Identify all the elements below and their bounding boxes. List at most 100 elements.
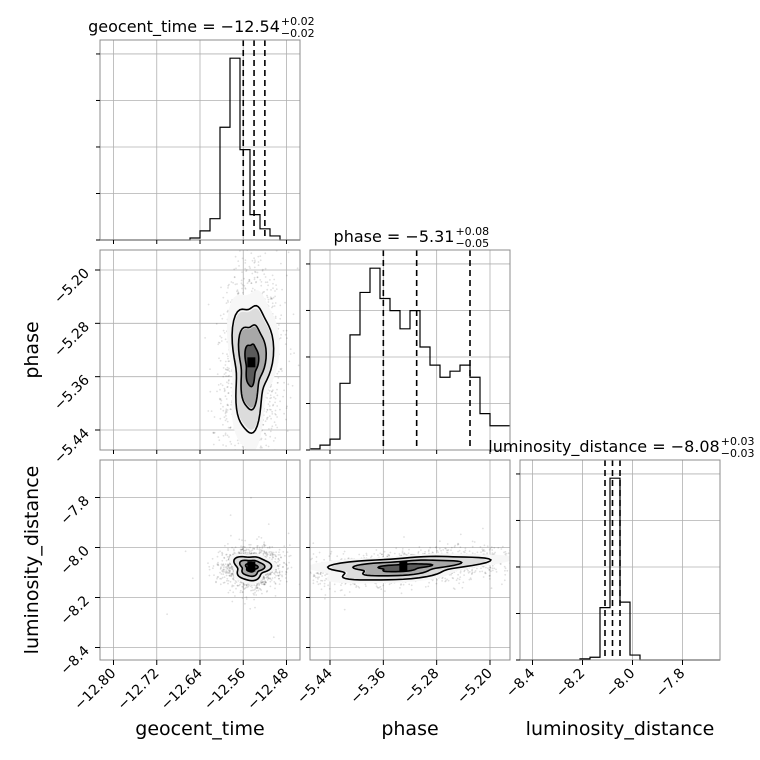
scatter-point [218,439,221,442]
scatter-point [269,580,272,583]
scatter-point [219,359,222,362]
scatter-point [259,582,262,584]
scatter-point [217,564,220,567]
scatter-point [251,586,254,589]
scatter-point [468,578,471,581]
scatter-point [229,427,231,429]
scatter-point [227,357,229,360]
scatter-point [260,589,262,591]
scatter-point [479,546,482,548]
panel-content [301,499,516,611]
histogram-panel-phase: phase = −5.31 +0.08−0.05 [306,225,511,454]
panel-content [204,241,300,450]
scatter-point [276,388,278,391]
scatter-point [229,554,232,557]
scatter-point [221,570,224,573]
scatter-point [208,574,211,577]
x-axis-label-luminosity_distance: luminosity_distance [526,718,715,740]
scatter-point [227,360,230,363]
scatter-point [248,280,251,282]
scatter-point [261,268,264,271]
scatter-point [514,499,516,501]
scatter-point [470,573,473,576]
scatter-point [457,542,459,545]
scatter-point [453,546,456,548]
scatter-point [481,570,484,573]
scatter-point [232,578,235,580]
x-tick-label-0: −12.80 [71,666,119,714]
scatter-point [375,585,378,587]
scatter-point [277,554,280,556]
scatter-point [231,572,234,575]
scatter-point [307,575,309,577]
scatter-point [459,571,462,574]
scatter-point [221,317,224,320]
scatter-point [484,572,486,575]
scatter-point [263,543,265,545]
scatter-point [268,573,271,575]
scatter-point [231,574,233,577]
scatter-point [254,270,256,273]
scatter-point [264,551,267,554]
scatter-point [272,636,275,639]
scatter-point [253,598,256,601]
scatter-point [263,552,266,555]
scatter-point [226,420,229,423]
scatter-point [215,581,217,584]
scatter-point [222,568,225,571]
scatter-point [453,588,456,590]
scatter-point [258,548,261,551]
scatter-point [504,567,507,570]
scatter-point [328,588,331,590]
scatter-point [234,283,237,286]
scatter-point [258,587,261,590]
scatter-point [328,555,331,557]
scatter-point [217,343,220,346]
scatter-point [321,575,323,577]
scatter-point [274,555,277,558]
scatter-point [241,591,244,594]
scatter-point [464,547,467,550]
scatter-point [213,432,215,434]
scatter-point [263,583,266,585]
scatter-point [402,553,405,556]
scatter-point [269,551,272,553]
scatter-point [287,567,289,570]
scatter-point [450,546,453,549]
scatter-point [228,574,231,577]
scatter-point [220,573,223,575]
scatter-point [489,566,492,569]
scatter-point [228,563,231,566]
scatter-point [227,375,230,378]
scatter-point [277,241,279,243]
scatter-point [378,586,381,589]
scatter-point [224,544,226,547]
scatter-point [224,364,227,366]
panel-background [310,250,510,450]
scatter-point [217,563,220,566]
scatter-point [301,574,303,576]
scatter-point [266,555,268,558]
scatter-point [500,563,502,565]
scatter-point [274,317,277,319]
scatter-point [284,333,287,336]
scatter-point [217,551,220,554]
scatter-point [483,550,486,553]
scatter-point [191,577,194,580]
scatter-point [230,281,233,283]
scatter-point [272,404,274,407]
scatter-point [266,578,269,581]
scatter-point [304,569,306,571]
scatter-point [219,550,221,553]
scatter-point [271,413,274,415]
scatter-point [365,585,367,587]
scatter-point [319,573,322,576]
scatter-point [285,580,288,583]
scatter-point [239,591,242,594]
scatter-point [253,266,256,269]
density-peak [399,561,408,572]
scatter-point [258,583,261,586]
scatter-point [263,550,265,552]
scatter-point [452,587,455,590]
scatter-point [447,549,450,551]
